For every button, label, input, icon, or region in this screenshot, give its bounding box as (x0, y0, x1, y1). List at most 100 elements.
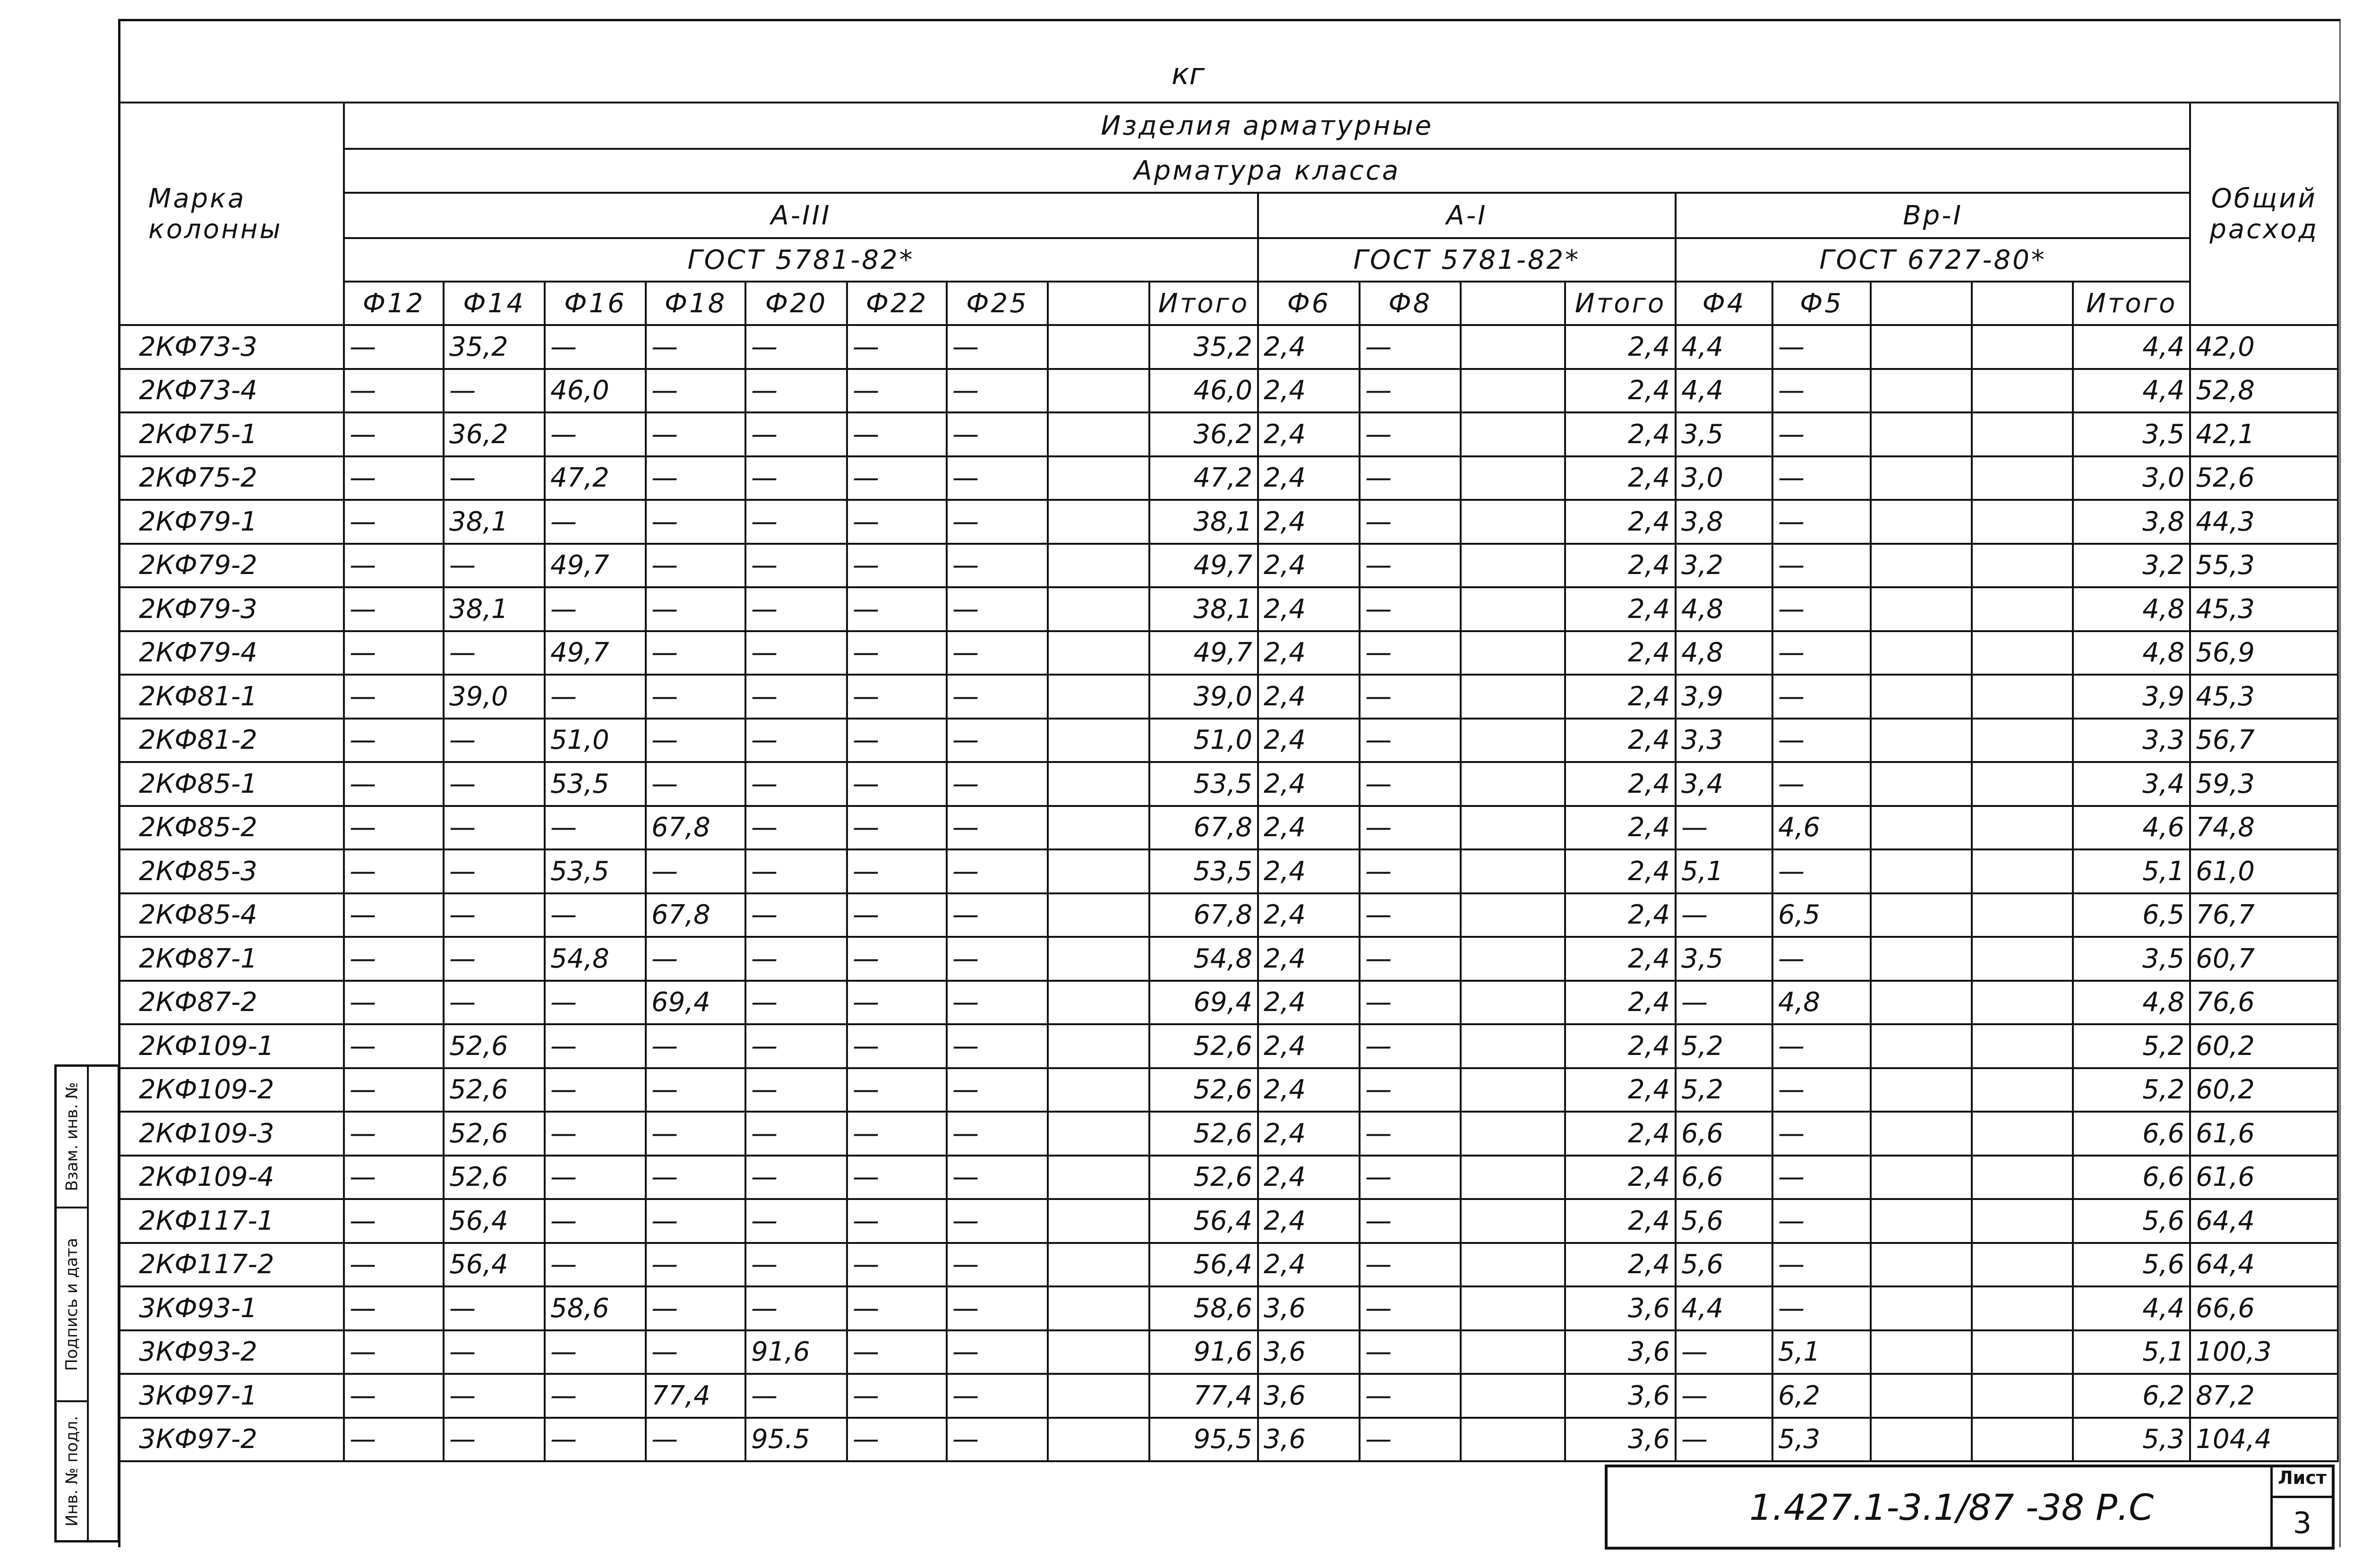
cell-a3: — (946, 761, 1049, 807)
cell-a1: — (1359, 1067, 1462, 1113)
cell-a1: — (1359, 1416, 1462, 1462)
cell-bp1: 3,4 (1675, 761, 1773, 807)
cell-bp1: — (1772, 1198, 1872, 1244)
cell-a1: — (1359, 1242, 1462, 1287)
cell-a3: — (443, 542, 546, 588)
sheet-box: Лист 3 (2270, 1467, 2332, 1550)
table-row: 2КФ85-2— — —67,8— — —67,8 2,4—2,4—4,6 4,6 74,8 (118, 805, 2339, 850)
cell-a1: 2,4 (1257, 848, 1361, 894)
cell-a1 (1460, 717, 1566, 763)
cell-a1 (1460, 1198, 1566, 1244)
cell-a3 (1047, 586, 1150, 632)
cell-a3: 53,5 (544, 848, 647, 894)
cell-a3: — (745, 761, 848, 807)
column-mark: 2КФ87-1 (118, 936, 345, 982)
cell-a1: 2,4 (1257, 368, 1361, 413)
cell-bp1: 4,4 (1675, 1285, 1773, 1331)
cell-a3: — (343, 805, 445, 850)
cell-a3: — (846, 411, 948, 457)
column-mark: 3КФ93-2 (118, 1329, 345, 1375)
cell-a3: 35,2 (443, 324, 546, 370)
cell-a3 (1047, 499, 1150, 545)
cell-a1 (1460, 411, 1566, 457)
cell-a3: — (443, 368, 546, 413)
cell-bp1-total: 3,5 (2071, 411, 2191, 457)
cell-total: 64,4 (2189, 1198, 2339, 1244)
cell-bp1 (1971, 542, 2074, 588)
cell-bp1-total: 4,4 (2071, 324, 2191, 370)
cell-a3: — (645, 499, 746, 545)
cell-a3: — (544, 1067, 647, 1113)
cell-bp1: — (1772, 542, 1872, 588)
cell-bp1 (1971, 936, 2074, 982)
cell-bp1-total: 5,1 (2071, 848, 2191, 894)
cell-a3: — (343, 979, 445, 1025)
cell-total: 61,6 (2189, 1154, 2339, 1200)
cell-bp1: — (1675, 1416, 1773, 1462)
cell-a1: 2,4 (1257, 586, 1361, 632)
rebar-table: Марка колонны Изделия арматурные Общий р… (118, 102, 2339, 1462)
cell-total: 56,7 (2189, 717, 2339, 763)
cell-bp1: — (1772, 1067, 1872, 1113)
cell-bp1 (1971, 411, 2074, 457)
cell-bp1 (1971, 761, 2074, 807)
cell-a3-total: 38,1 (1148, 499, 1259, 545)
cell-a1-total: 2,4 (1564, 586, 1677, 632)
cell-a3: — (946, 1023, 1049, 1069)
cell-a3-total: 52,6 (1148, 1067, 1259, 1113)
cell-a1-total: 2,4 (1564, 1154, 1677, 1200)
cell-a3: — (343, 717, 445, 763)
cell-a3-total: 52,6 (1148, 1111, 1259, 1157)
cell-a1: — (1359, 805, 1462, 850)
cell-a3: — (645, 1416, 746, 1462)
cell-bp1: 3,3 (1675, 717, 1773, 763)
cell-bp1 (1870, 499, 1973, 545)
cell-a3: — (645, 936, 746, 982)
cell-bp1: — (1772, 848, 1872, 894)
cell-a3-total: 67,8 (1148, 892, 1259, 938)
subtotal-header: Итого (2071, 281, 2191, 326)
cell-a3: — (846, 1329, 948, 1375)
cell-a3-total: 56,4 (1148, 1242, 1259, 1287)
cell-bp1 (1971, 1329, 2074, 1375)
cell-a1 (1460, 630, 1566, 676)
cell-a3: 67,8 (645, 892, 746, 938)
cell-a1 (1460, 586, 1566, 632)
table-row: 2КФ81-2— —51,0— — — —51,0 2,4—2,4 3,3—3,3 56,7 (118, 717, 2339, 763)
cell-a3: 95.5 (745, 1416, 848, 1462)
cell-a3: — (946, 1285, 1049, 1331)
cell-a1: — (1359, 892, 1462, 938)
cell-a3: — (946, 1329, 1049, 1375)
cell-bp1: — (1772, 368, 1872, 413)
cell-a1: — (1359, 717, 1462, 763)
cell-a3: — (946, 1067, 1049, 1113)
cell-a3: 49,7 (544, 542, 647, 588)
cell-a3: 47,2 (544, 455, 647, 501)
cell-a3 (1047, 630, 1150, 676)
cell-bp1: 5,2 (1675, 1067, 1773, 1113)
table-row: 2КФ79-2— —49,7— — — —49,7 2,4—2,4 3,2—3,2 55,3 (118, 542, 2339, 588)
cell-a1 (1460, 1067, 1566, 1113)
cell-bp1 (1870, 1242, 1973, 1287)
cell-a3: — (544, 324, 647, 370)
cell-a3 (1047, 979, 1150, 1025)
table-row: 2КФ75-2— —47,2— — — —47,2 2,4—2,4 3,0—3,0 52,6 (118, 455, 2339, 501)
cell-a3: — (343, 1329, 445, 1375)
cell-a1-total: 2,4 (1564, 368, 1677, 413)
cell-a3: 58,6 (544, 1285, 647, 1331)
cell-a1: — (1359, 586, 1462, 632)
cell-a3: — (645, 674, 746, 720)
cell-a3 (1047, 1329, 1150, 1375)
cell-total: 64,4 (2189, 1242, 2339, 1287)
cell-a3: — (343, 368, 445, 413)
cell-a3: — (946, 368, 1049, 413)
cell-bp1: — (1772, 455, 1872, 501)
cell-a3-total: 39,0 (1148, 674, 1259, 720)
cell-bp1 (1870, 455, 1973, 501)
cell-bp1: — (1675, 805, 1773, 850)
cell-a3: 77,4 (645, 1373, 746, 1419)
cell-bp1: — (1675, 979, 1773, 1025)
cell-a3: — (745, 542, 848, 588)
cell-a1: 2,4 (1257, 936, 1361, 982)
cell-a3: — (946, 1242, 1049, 1287)
